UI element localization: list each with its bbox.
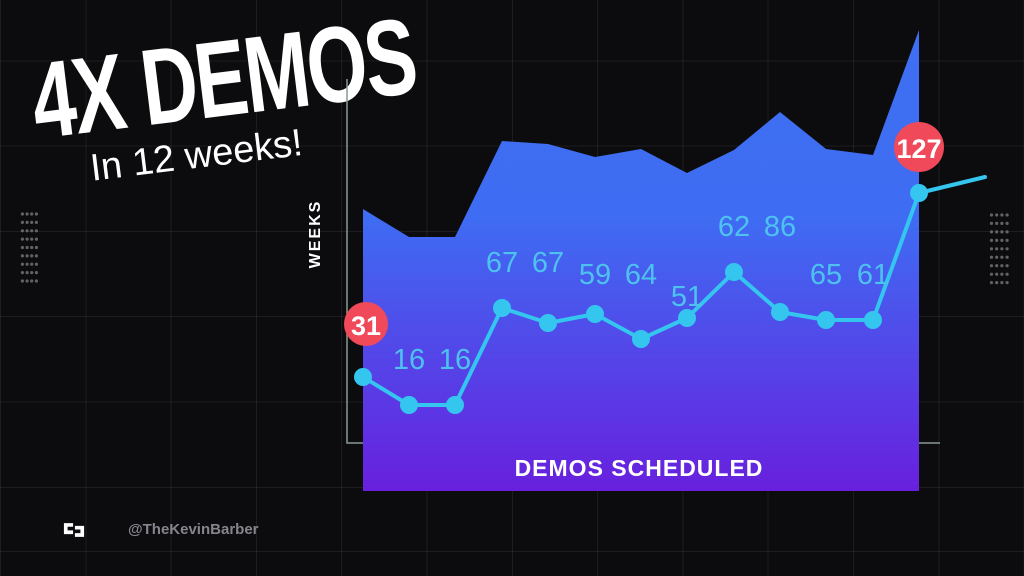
svg-text:16: 16: [439, 344, 471, 376]
svg-text:67: 67: [486, 247, 518, 279]
svg-text:31: 31: [351, 311, 381, 341]
svg-text:62: 62: [718, 211, 750, 243]
svg-text:61: 61: [857, 259, 889, 291]
svg-text:16: 16: [393, 344, 425, 376]
svg-text:51: 51: [671, 281, 703, 313]
svg-text:127: 127: [896, 134, 941, 164]
svg-text:DEMOS SCHEDULED: DEMOS SCHEDULED: [515, 455, 764, 481]
svg-text:67: 67: [532, 247, 564, 279]
svg-text:64: 64: [625, 259, 657, 291]
svg-text:65: 65: [810, 259, 842, 291]
svg-text:86: 86: [764, 211, 796, 243]
svg-text:59: 59: [579, 259, 611, 291]
